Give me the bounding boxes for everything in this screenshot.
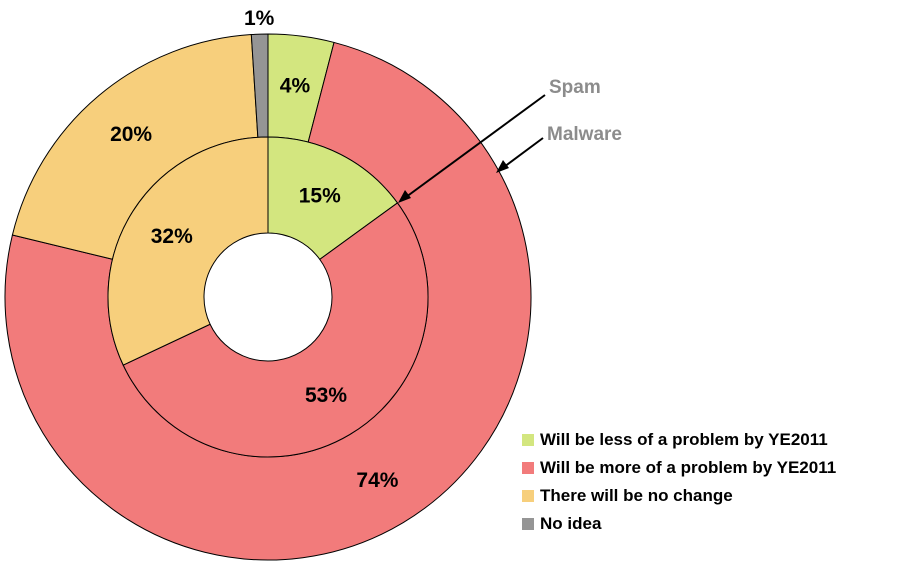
- inner-data-label-no-change: 32%: [151, 225, 193, 248]
- malware-callout-label: Malware: [547, 124, 622, 145]
- spam-callout-label: Spam: [549, 77, 601, 98]
- outer-data-label-less-problem: 4%: [280, 75, 311, 98]
- legend-item-no-idea: No idea: [522, 510, 836, 538]
- legend-item-less-problem: Will be less of a problem by YE2011: [522, 426, 836, 454]
- inner-slice-more-problem: [122, 202, 429, 458]
- legend-label: There will be no change: [540, 486, 733, 505]
- legend-swatch: [522, 518, 534, 530]
- legend-item-no-change: There will be no change: [522, 482, 836, 510]
- outer-data-label-no-change: 20%: [110, 123, 152, 146]
- inner-slice-no-change: [107, 136, 269, 366]
- legend: Will be less of a problem by YE2011 Will…: [522, 426, 836, 538]
- legend-swatch: [522, 434, 534, 446]
- outer-data-label-no-idea: 1%: [244, 7, 275, 30]
- legend-swatch: [522, 462, 534, 474]
- inner-data-label-less-problem: 15%: [299, 184, 341, 207]
- malware-callout-arrowhead: [496, 160, 509, 173]
- legend-label: No idea: [540, 514, 602, 533]
- outer-data-label-more-problem: 74%: [356, 469, 398, 492]
- legend-label: Will be less of a problem by YE2011: [540, 430, 828, 449]
- inner-slice-less-problem: [267, 136, 399, 261]
- inner-data-label-more-problem: 53%: [305, 384, 347, 407]
- spam-callout-arrowhead: [398, 190, 411, 203]
- legend-label: Will be more of a problem by YE2011: [540, 458, 837, 477]
- legend-item-more-problem: Will be more of a problem by YE2011: [522, 454, 836, 482]
- malware-callout-arrow: [499, 137, 544, 171]
- spam-callout-arrow: [401, 94, 546, 201]
- legend-swatch: [522, 490, 534, 502]
